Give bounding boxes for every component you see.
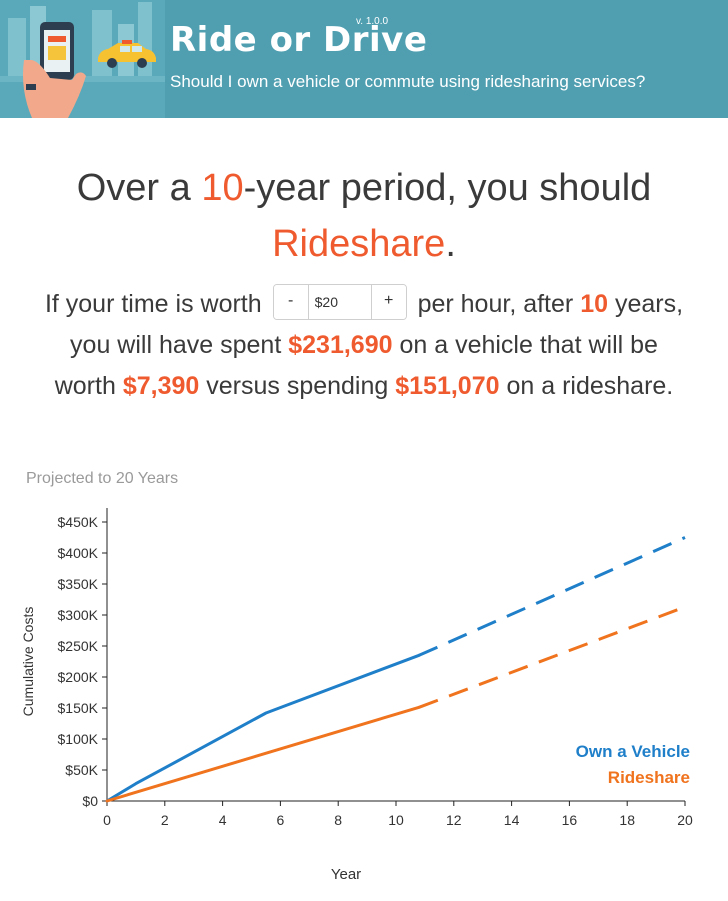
- legend-rideshare: Rideshare: [607, 768, 690, 787]
- taxi-car-icon: [98, 40, 156, 68]
- app-header: Ride or Drive v. 1.0.0 Should I own a ve…: [0, 0, 728, 118]
- rideshare-actual-line: [105, 705, 421, 803]
- summary-text-8: on a rideshare.: [506, 372, 674, 400]
- x-tick-label: 0: [103, 812, 111, 828]
- cumulative-cost-chart: $0 $50K $100K $150K $200K $250K $300K $350K $400…: [20, 508, 693, 883]
- summary-text-7: versus spending: [206, 372, 389, 400]
- summary-text-3: years,: [614, 290, 684, 318]
- y-tick-label: $0: [82, 793, 98, 809]
- own-a-vehicle-projected-line: [418, 536, 686, 657]
- decrement-button[interactable]: -: [273, 285, 309, 320]
- headline-prefix: Over a: [76, 167, 202, 209]
- headline-middle: -year period, you should: [243, 167, 652, 209]
- chart-title: Projected to 20 Years: [26, 470, 179, 487]
- x-tick-label: 18: [619, 812, 635, 828]
- y-tick-label: $350K: [58, 576, 99, 592]
- vehicle-spent-amount: $231,690: [288, 331, 393, 359]
- y-axis-title: Cumulative Costs: [20, 607, 36, 717]
- phone-in-hand-icon: [23, 22, 86, 118]
- app-title: Ride or Drive: [170, 20, 428, 60]
- summary-text-1: If your time is worth: [44, 290, 262, 318]
- y-tick-label: $300K: [58, 607, 99, 623]
- x-tick-label: 6: [277, 812, 285, 828]
- legend-own-a-vehicle: Own a Vehicle: [575, 742, 690, 761]
- y-tick-label: $150K: [58, 700, 99, 716]
- hourly-value-stepper[interactable]: - +: [272, 284, 407, 321]
- x-tick-label: 4: [219, 812, 227, 828]
- recommendation-headline: Over a 10-year period, you should Ridesh…: [0, 160, 728, 272]
- summary-text-5: on a vehicle that will be: [399, 331, 658, 359]
- cost-summary: If your time is worth - + per hour, afte…: [0, 284, 728, 407]
- increment-button[interactable]: +: [370, 285, 406, 320]
- rideshare-spent-amount: $151,070: [395, 372, 500, 400]
- x-tick-label: 10: [388, 812, 404, 828]
- own-a-vehicle-actual-line: [105, 653, 421, 803]
- summary-text-4: you will have spent: [70, 331, 282, 359]
- vehicle-worth-amount: $7,390: [122, 372, 200, 400]
- x-tick-label: 20: [677, 812, 693, 828]
- y-tick-label: $250K: [58, 638, 99, 654]
- y-tick-label: $100K: [58, 731, 99, 747]
- app-subtitle: Should I own a vehicle or commute using …: [170, 72, 646, 91]
- x-tick-label: 16: [562, 812, 578, 828]
- y-tick-label: $450K: [58, 514, 99, 530]
- summary-text-6: worth: [54, 372, 116, 400]
- headline-years: 10: [201, 167, 244, 209]
- summary-text-2: per hour, after: [417, 290, 574, 318]
- y-tick-label: $50K: [65, 762, 98, 778]
- hourly-value-input[interactable]: [308, 285, 371, 320]
- headline-suffix: .: [445, 223, 456, 265]
- rideshare-projected-line: [418, 605, 686, 709]
- x-tick-label: 14: [504, 812, 520, 828]
- summary-years: 10: [580, 290, 608, 318]
- x-tick-label: 12: [446, 812, 462, 828]
- x-tick-label: 8: [334, 812, 342, 828]
- headline-recommendation: Rideshare: [272, 223, 446, 265]
- x-axis-title: Year: [331, 866, 361, 883]
- y-tick-label: $200K: [58, 669, 99, 685]
- x-tick-label: 2: [161, 812, 169, 828]
- y-tick-label: $400K: [58, 545, 99, 561]
- app-version: v. 1.0.0: [356, 16, 389, 27]
